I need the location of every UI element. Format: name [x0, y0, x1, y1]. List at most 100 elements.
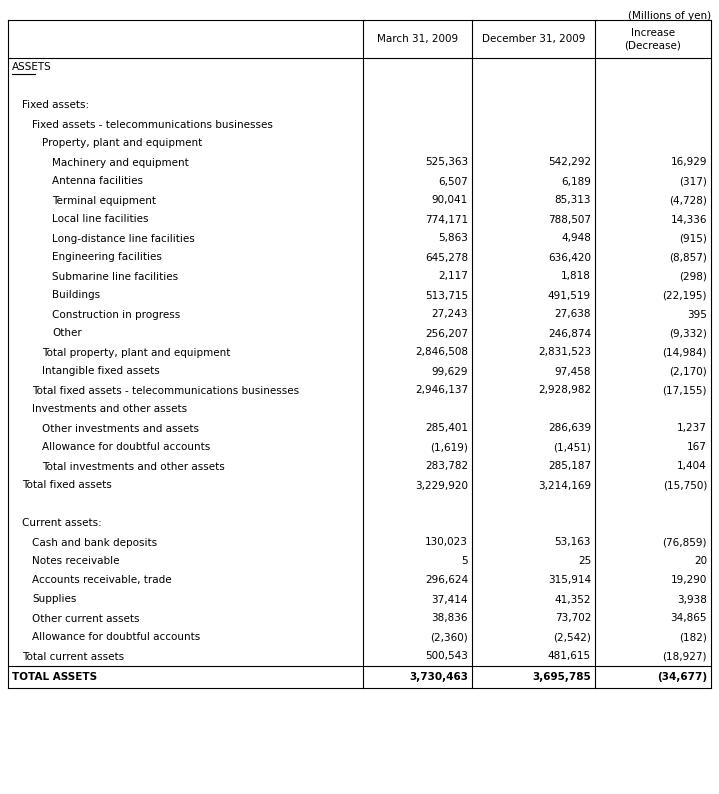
Text: Allowance for doubtful accounts: Allowance for doubtful accounts [32, 633, 201, 642]
Text: 286,639: 286,639 [548, 423, 591, 434]
Text: (18,927): (18,927) [662, 652, 707, 661]
Text: (2,170): (2,170) [669, 367, 707, 376]
Text: 500,543: 500,543 [425, 652, 468, 661]
Text: 167: 167 [687, 442, 707, 453]
Text: March 31, 2009: March 31, 2009 [377, 34, 458, 44]
Text: Notes receivable: Notes receivable [32, 557, 119, 566]
Text: (1,451): (1,451) [553, 442, 591, 453]
Text: 14,336: 14,336 [671, 214, 707, 225]
Text: 256,207: 256,207 [425, 329, 468, 338]
Text: 6,507: 6,507 [438, 176, 468, 187]
Text: 5,863: 5,863 [438, 233, 468, 244]
Text: 27,638: 27,638 [554, 310, 591, 319]
Text: 491,519: 491,519 [548, 291, 591, 300]
Text: (8,857): (8,857) [669, 252, 707, 263]
Text: Total property, plant and equipment: Total property, plant and equipment [42, 348, 230, 357]
Text: Construction in progress: Construction in progress [52, 310, 180, 319]
Text: ASSETS: ASSETS [12, 63, 52, 72]
Text: 130,023: 130,023 [425, 538, 468, 548]
Text: 285,187: 285,187 [548, 461, 591, 472]
Text: 37,414: 37,414 [431, 595, 468, 604]
Text: Total current assets: Total current assets [22, 652, 124, 661]
Text: 5: 5 [462, 557, 468, 566]
Text: 513,715: 513,715 [425, 291, 468, 300]
Text: 542,292: 542,292 [548, 157, 591, 168]
Text: Total fixed assets: Total fixed assets [22, 480, 111, 491]
Text: 3,730,463: 3,730,463 [409, 672, 468, 682]
Text: 41,352: 41,352 [554, 595, 591, 604]
Text: 283,782: 283,782 [425, 461, 468, 472]
Text: Terminal equipment: Terminal equipment [52, 195, 156, 206]
Text: 34,865: 34,865 [671, 614, 707, 623]
Text: 645,278: 645,278 [425, 252, 468, 263]
Text: 2,846,508: 2,846,508 [415, 348, 468, 357]
Text: 2,928,982: 2,928,982 [538, 386, 591, 395]
Text: Other: Other [52, 329, 82, 338]
Text: (1,619): (1,619) [430, 442, 468, 453]
Text: 1,818: 1,818 [561, 272, 591, 282]
Text: 16,929: 16,929 [671, 157, 707, 168]
Text: TOTAL ASSETS: TOTAL ASSETS [12, 672, 97, 682]
Text: Allowance for doubtful accounts: Allowance for doubtful accounts [42, 442, 210, 453]
Text: 395: 395 [687, 310, 707, 319]
Text: 774,171: 774,171 [425, 214, 468, 225]
Text: 246,874: 246,874 [548, 329, 591, 338]
Text: 20: 20 [694, 557, 707, 566]
Text: 97,458: 97,458 [554, 367, 591, 376]
Text: 3,229,920: 3,229,920 [415, 480, 468, 491]
Text: Long-distance line facilities: Long-distance line facilities [52, 233, 195, 244]
Text: Engineering facilities: Engineering facilities [52, 252, 162, 263]
Text: (Millions of yen): (Millions of yen) [628, 11, 711, 21]
Text: 53,163: 53,163 [554, 538, 591, 548]
Text: Buildings: Buildings [52, 291, 100, 300]
Text: 4,948: 4,948 [561, 233, 591, 244]
Text: December 31, 2009: December 31, 2009 [482, 34, 585, 44]
Text: 285,401: 285,401 [425, 423, 468, 434]
Text: Property, plant and equipment: Property, plant and equipment [42, 138, 202, 148]
Text: Cash and bank deposits: Cash and bank deposits [32, 538, 157, 548]
Text: Total fixed assets - telecommunications businesses: Total fixed assets - telecommunications … [32, 386, 299, 395]
Text: Fixed assets - telecommunications businesses: Fixed assets - telecommunications busine… [32, 120, 273, 129]
Text: 90,041: 90,041 [431, 195, 468, 206]
Text: Antenna facilities: Antenna facilities [52, 176, 143, 187]
Text: (317): (317) [679, 176, 707, 187]
Text: 99,629: 99,629 [431, 367, 468, 376]
Text: Machinery and equipment: Machinery and equipment [52, 157, 189, 168]
Text: Investments and other assets: Investments and other assets [32, 404, 187, 414]
Text: Supplies: Supplies [32, 595, 76, 604]
Text: Other investments and assets: Other investments and assets [42, 423, 199, 434]
Text: (2,360): (2,360) [430, 633, 468, 642]
Text: 636,420: 636,420 [548, 252, 591, 263]
Text: (9,332): (9,332) [669, 329, 707, 338]
Text: (22,195): (22,195) [662, 291, 707, 300]
Text: 2,946,137: 2,946,137 [415, 386, 468, 395]
Text: 19,290: 19,290 [671, 576, 707, 585]
Text: (34,677): (34,677) [657, 672, 707, 682]
Text: 73,702: 73,702 [554, 614, 591, 623]
Text: 315,914: 315,914 [548, 576, 591, 585]
Text: 38,836: 38,836 [431, 614, 468, 623]
Text: Other current assets: Other current assets [32, 614, 139, 623]
Text: 2,117: 2,117 [438, 272, 468, 282]
Text: (915): (915) [679, 233, 707, 244]
Text: Increase
(Decrease): Increase (Decrease) [625, 28, 682, 50]
Text: 788,507: 788,507 [548, 214, 591, 225]
Text: 85,313: 85,313 [554, 195, 591, 206]
Text: Submarine line facilities: Submarine line facilities [52, 272, 178, 282]
Text: Total investments and other assets: Total investments and other assets [42, 461, 225, 472]
Text: (298): (298) [679, 272, 707, 282]
Text: (182): (182) [679, 633, 707, 642]
Text: Accounts receivable, trade: Accounts receivable, trade [32, 576, 172, 585]
Text: 525,363: 525,363 [425, 157, 468, 168]
Text: 3,938: 3,938 [677, 595, 707, 604]
Text: 1,237: 1,237 [677, 423, 707, 434]
Text: (76,859): (76,859) [662, 538, 707, 548]
Text: 3,214,169: 3,214,169 [538, 480, 591, 491]
Text: (2,542): (2,542) [553, 633, 591, 642]
Text: 27,243: 27,243 [431, 310, 468, 319]
Text: Intangible fixed assets: Intangible fixed assets [42, 367, 160, 376]
Text: (4,728): (4,728) [669, 195, 707, 206]
Text: 2,831,523: 2,831,523 [538, 348, 591, 357]
Text: Fixed assets:: Fixed assets: [22, 101, 89, 110]
Text: 3,695,785: 3,695,785 [532, 672, 591, 682]
